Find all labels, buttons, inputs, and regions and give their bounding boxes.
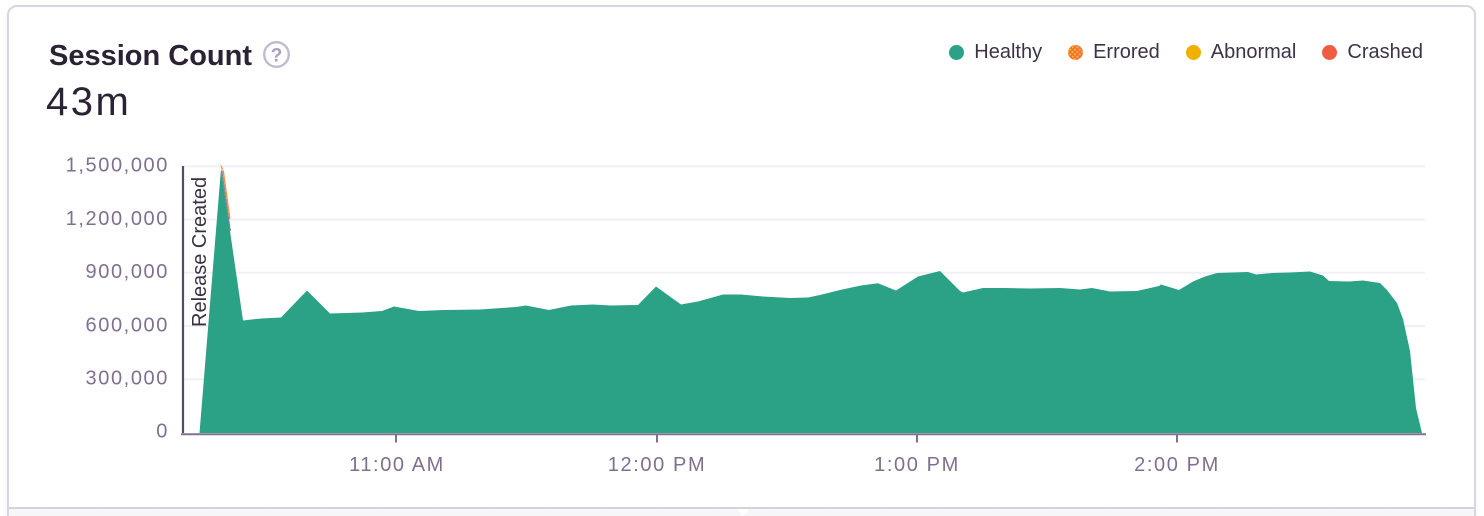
svg-text:600,000: 600,000 [86, 314, 170, 336]
svg-text:1,500,000: 1,500,000 [66, 155, 169, 177]
svg-text:1:00 PM: 1:00 PM [874, 454, 960, 476]
svg-text:0: 0 [156, 421, 169, 443]
svg-text:12:00 PM: 12:00 PM [608, 454, 706, 476]
svg-text:1,200,000: 1,200,000 [66, 208, 169, 230]
svg-text:900,000: 900,000 [86, 261, 170, 283]
svg-text:300,000: 300,000 [86, 368, 170, 390]
svg-text:?: ? [271, 46, 283, 67]
svg-text:11:00 AM: 11:00 AM [349, 454, 445, 476]
svg-text:2:00 PM: 2:00 PM [1134, 454, 1220, 476]
svg-text:Release Created: Release Created [189, 177, 211, 327]
